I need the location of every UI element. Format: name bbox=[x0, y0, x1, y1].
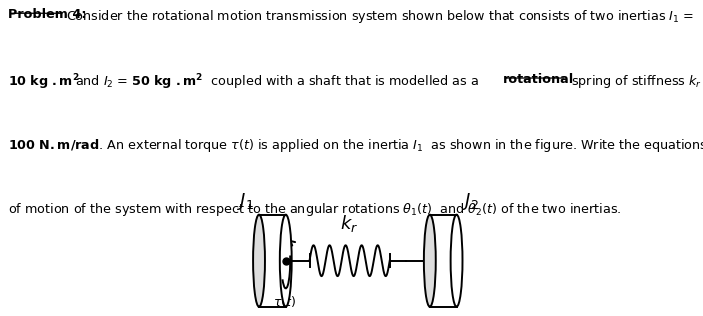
Text: $k_r$: $k_r$ bbox=[340, 213, 359, 234]
Text: Problem 4:: Problem 4: bbox=[8, 8, 87, 21]
Text: Consider the rotational motion transmission system shown below that consists of : Consider the rotational motion transmiss… bbox=[66, 8, 694, 25]
Ellipse shape bbox=[280, 215, 292, 307]
Text: $\mathbf{10\ kg\ .m^2}$: $\mathbf{10\ kg\ .m^2}$ bbox=[8, 73, 80, 92]
Text: $J_2$: $J_2$ bbox=[463, 191, 479, 212]
Ellipse shape bbox=[451, 215, 463, 307]
Ellipse shape bbox=[424, 215, 436, 307]
Text: and $I_2$ = $\mathbf{50\ kg\ .m^2}$  coupled with a shaft that is modelled as a: and $I_2$ = $\mathbf{50\ kg\ .m^2}$ coup… bbox=[75, 73, 480, 92]
Text: spring of stiffness $k_r$ =: spring of stiffness $k_r$ = bbox=[567, 73, 703, 90]
Text: $\mathbf{100\ N.m/rad}$. An external torque $\tau(t)$ is applied on the inertia : $\mathbf{100\ N.m/rad}$. An external tor… bbox=[8, 137, 703, 155]
Bar bbox=[430, 215, 456, 307]
Text: $J_1$: $J_1$ bbox=[237, 191, 254, 212]
Text: $\tau(t)$: $\tau(t)$ bbox=[273, 294, 296, 309]
Bar bbox=[259, 215, 285, 307]
Text: rotational: rotational bbox=[503, 73, 574, 86]
Text: of motion of the system with respect to the angular rotations $\theta_1(t)$  and: of motion of the system with respect to … bbox=[8, 201, 622, 218]
Ellipse shape bbox=[253, 215, 265, 307]
